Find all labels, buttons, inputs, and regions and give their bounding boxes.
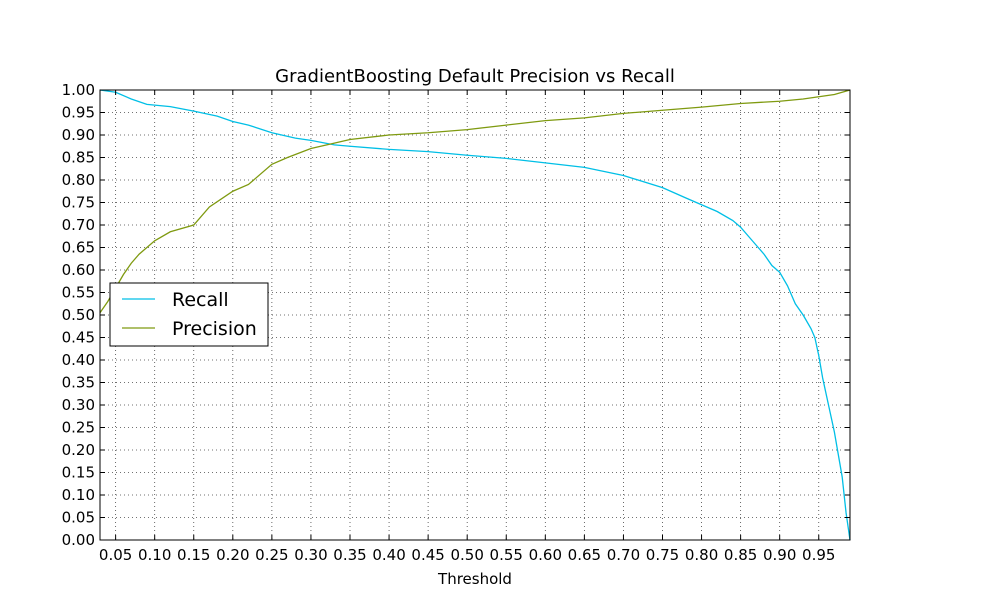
- series-line-recall: [99, 89, 851, 541]
- x-tick-label: 0.60: [529, 546, 562, 564]
- y-tick-label: 0.75: [62, 194, 95, 212]
- y-tick-label: 0.70: [62, 216, 95, 234]
- y-tick-label: 0.40: [62, 351, 95, 369]
- x-tick-label: 0.30: [294, 546, 327, 564]
- y-tick-label: 0.85: [62, 149, 95, 167]
- x-axis-ticks: 0.05 0.10 0.15 0.20 0.25 0.30 0.35 0.40 0.45 0.50…: [99, 90, 835, 564]
- legend-label-precision: Precision: [172, 318, 257, 340]
- x-tick-label: 0.90: [763, 546, 796, 564]
- x-tick-label: 0.10: [138, 546, 171, 564]
- y-tick-label: 0.95: [62, 104, 95, 122]
- legend-box: [109, 282, 269, 347]
- chart-title: GradientBoosting Default Precision vs Re…: [275, 66, 675, 87]
- x-tick-label: 0.75: [646, 546, 679, 564]
- x-tick-label: 0.70: [607, 546, 640, 564]
- y-tick-label: 0.15: [62, 464, 95, 482]
- x-tick-label: 0.85: [724, 546, 757, 564]
- x-tick-label: 0.20: [216, 546, 249, 564]
- y-tick-label: 0.80: [62, 171, 95, 189]
- y-axis-ticks: 0.00 0.05 0.10 0.15 0.20 0.25 0.30 0.35 0.40 0.45…: [62, 81, 850, 549]
- legend: Recall Precision: [109, 282, 269, 347]
- y-tick-label: 0.25: [62, 419, 95, 437]
- y-tick-label: 0.55: [62, 284, 95, 302]
- x-axis-label: Threshold: [437, 570, 512, 588]
- x-tick-label: 0.05: [99, 546, 132, 564]
- y-tick-label: 0.45: [62, 329, 95, 347]
- x-tick-label: 0.45: [411, 546, 444, 564]
- series-layer: [99, 89, 851, 541]
- x-tick-label: 0.55: [490, 546, 523, 564]
- y-tick-label: 0.50: [62, 306, 95, 324]
- y-tick-label: 1.00: [62, 81, 95, 99]
- x-tick-label: 0.35: [333, 546, 366, 564]
- y-tick-label: 0.65: [62, 239, 95, 257]
- legend-label-recall: Recall: [172, 289, 229, 311]
- x-tick-label: 0.15: [177, 546, 210, 564]
- x-tick-label: 0.25: [255, 546, 288, 564]
- y-tick-label: 0.60: [62, 261, 95, 279]
- x-tick-label: 0.65: [568, 546, 601, 564]
- y-tick-label: 0.30: [62, 396, 95, 414]
- y-tick-label: 0.10: [62, 486, 95, 504]
- series-line-precision: [99, 89, 851, 314]
- y-tick-label: 0.90: [62, 126, 95, 144]
- y-tick-label: 0.00: [62, 531, 95, 549]
- x-tick-label: 0.50: [450, 546, 483, 564]
- y-tick-label: 0.05: [62, 509, 95, 527]
- x-tick-label: 0.80: [685, 546, 718, 564]
- x-tick-label: 0.40: [372, 546, 405, 564]
- y-tick-label: 0.20: [62, 441, 95, 459]
- y-tick-label: 0.35: [62, 374, 95, 392]
- x-tick-label: 0.95: [802, 546, 835, 564]
